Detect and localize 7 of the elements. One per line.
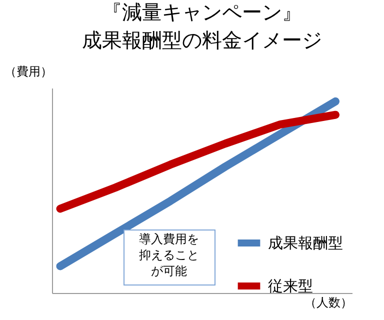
chart-title: 『減量キャンペーン』 [102, 0, 302, 24]
annotation: 導入費用を抑えることが可能 [139, 232, 199, 278]
x-axis-title: （人数） [304, 296, 352, 310]
legend-label: 成果報酬型 [268, 234, 343, 252]
chart-subtitle: 成果報酬型の料金イメージ [82, 28, 322, 52]
legend-label: 従来型 [268, 277, 313, 295]
y-axis-title: （費用） [4, 64, 52, 78]
